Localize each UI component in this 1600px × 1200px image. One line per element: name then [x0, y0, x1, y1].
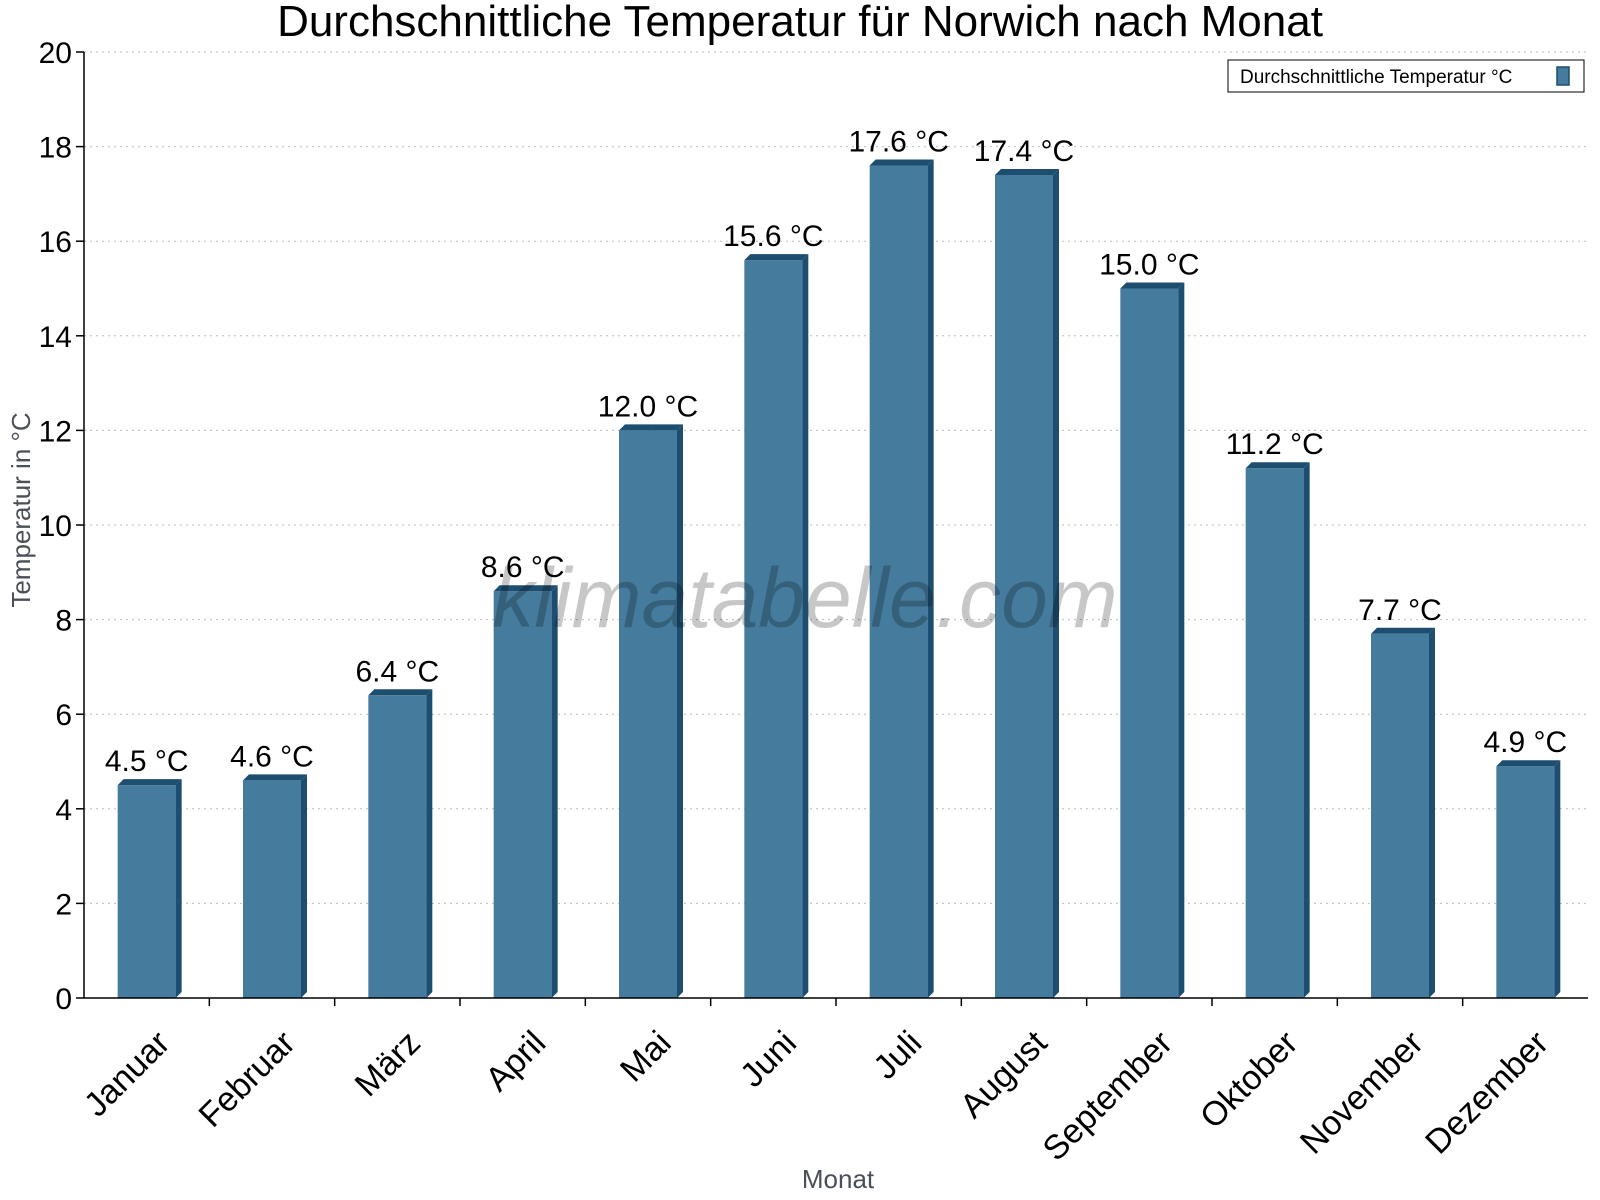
data-label: 4.6 °C: [230, 740, 314, 773]
bar-front: [493, 591, 552, 998]
data-label: 11.2 °C: [1226, 428, 1324, 461]
bar-top: [243, 774, 307, 781]
y-tick-label: 4: [55, 794, 72, 827]
bar-front: [995, 174, 1053, 999]
x-tick-label: Mai: [613, 1024, 679, 1090]
bar-front: [619, 430, 677, 998]
bar-front: [869, 165, 928, 998]
bar: [619, 424, 683, 998]
data-label: 4.9 °C: [1483, 726, 1567, 759]
legend: Durchschnittliche Temperatur °C: [1227, 59, 1585, 93]
x-tick-label: September: [1035, 1024, 1179, 1168]
bar-front: [1496, 766, 1555, 998]
bar-side: [677, 424, 683, 998]
legend-swatch: [1556, 66, 1570, 86]
chart-title: Durchschnittliche Temperatur für Norwich…: [277, 0, 1323, 46]
bar-front: [1371, 633, 1429, 998]
bar: [243, 774, 307, 998]
data-label: 6.4 °C: [355, 655, 439, 688]
x-tick-label: Juli: [866, 1024, 929, 1087]
bar-front: [368, 695, 427, 998]
data-label: 15.0 °C: [1099, 249, 1199, 282]
bar: [1371, 627, 1435, 998]
bar-top: [995, 168, 1059, 175]
bar: [368, 689, 433, 998]
y-tick-label: 20: [39, 37, 72, 70]
x-tick-label: Dezember: [1418, 1024, 1556, 1162]
bar-side: [802, 254, 809, 998]
x-tick-label: Januar: [77, 1024, 177, 1124]
bar: [117, 779, 182, 998]
bar-top: [1371, 627, 1435, 634]
bar-top: [619, 424, 683, 431]
x-tick-label: April: [478, 1024, 553, 1099]
bar-top: [117, 779, 182, 786]
bar-side: [1178, 282, 1185, 998]
bar-front: [1245, 468, 1304, 998]
x-tick-label: Oktober: [1193, 1024, 1305, 1136]
watermark: klimatabelle.com: [492, 551, 1118, 645]
bar-front: [1120, 288, 1179, 998]
bar-side: [1554, 760, 1561, 998]
bar: [1496, 760, 1561, 998]
bars: [117, 159, 1561, 999]
data-label: 4.5 °C: [105, 745, 189, 778]
bar-side: [301, 774, 307, 998]
bar-top: [869, 159, 934, 166]
bar-side: [551, 585, 558, 998]
bar-side: [1429, 627, 1435, 998]
x-tick-label: August: [953, 1023, 1055, 1125]
y-tick-label: 14: [39, 321, 72, 354]
bar: [995, 168, 1059, 999]
data-label: 15.6 °C: [723, 220, 823, 253]
bar-top: [1120, 282, 1185, 289]
bar-front: [243, 780, 301, 998]
bar: [869, 159, 934, 998]
bar: [1245, 462, 1310, 998]
data-labels: 4.5 °C 4.6 °C 6.4 °C 8.6 °C 12.0 °C 15.6 °C 17…: [105, 126, 1567, 779]
x-axis-label: Monat: [802, 1164, 875, 1194]
y-tick-label: 8: [55, 605, 72, 638]
data-label: 17.6 °C: [848, 126, 948, 159]
data-label: 12.0 °C: [598, 390, 698, 423]
bar-side: [1053, 168, 1059, 999]
x-tick-label: März: [348, 1024, 428, 1104]
legend-entry-label: Durchschnittliche Temperatur °C: [1240, 67, 1512, 88]
grid-lines: [84, 51, 1588, 904]
bar-top: [744, 254, 809, 261]
bar-front: [117, 785, 176, 998]
data-label: 8.6 °C: [481, 551, 565, 584]
bar-top: [1496, 760, 1561, 767]
x-tick-label: November: [1293, 1024, 1431, 1162]
bar: [744, 254, 809, 998]
y-tick-label: 12: [39, 415, 72, 448]
data-label: 7.7 °C: [1358, 594, 1442, 627]
y-tick-label: 10: [39, 510, 72, 543]
bar-front: [744, 260, 803, 998]
legend-box: [1227, 59, 1585, 93]
y-tick-label: 2: [55, 888, 72, 921]
bar-top: [493, 585, 558, 592]
bar: [1120, 282, 1185, 998]
x-axis-ticks: Januar Februar März April Mai Juni Juli AugustS…: [77, 998, 1556, 1168]
y-axis-label: Temperatur in °C: [6, 412, 36, 607]
y-axis-ticks: 0 2 4 6 8 10 12 14 16 18 20: [39, 37, 84, 1016]
x-tick-label: Juni: [733, 1024, 804, 1095]
bar: [493, 585, 558, 998]
bar-top: [368, 689, 433, 696]
bar-top: [1245, 462, 1310, 469]
x-tick-label: Februar: [192, 1024, 303, 1135]
y-tick-label: 0: [55, 983, 72, 1016]
bar-side: [1303, 462, 1310, 998]
bar-side: [426, 689, 433, 998]
data-label: 17.4 °C: [974, 135, 1074, 168]
y-tick-label: 6: [55, 699, 72, 732]
bar-side: [927, 159, 934, 998]
y-tick-label: 16: [39, 226, 72, 259]
y-tick-label: 18: [39, 132, 72, 165]
bar-side: [175, 779, 182, 998]
